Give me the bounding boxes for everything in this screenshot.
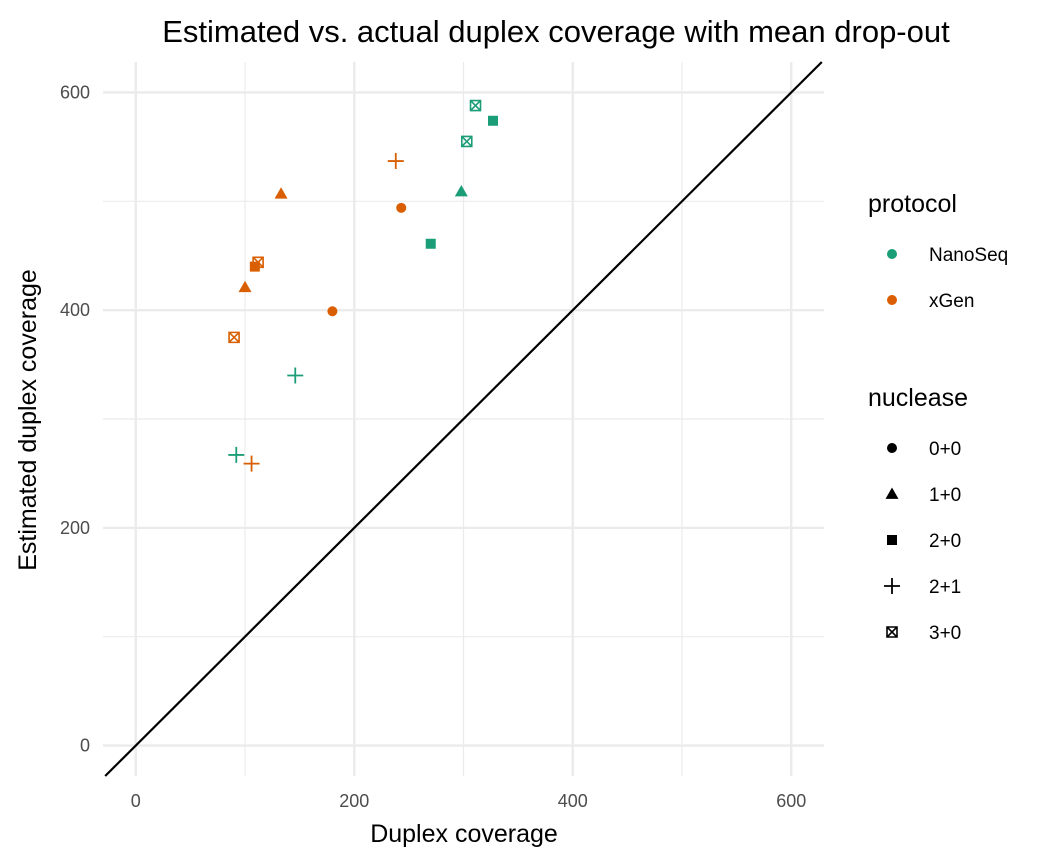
data-point-nanoseq-2-0 [487, 115, 498, 126]
legend-label-2-1: 2+1 [929, 577, 961, 598]
x-tick-label: 200 [339, 791, 369, 811]
data-point-nanoseq-2-0 [425, 238, 436, 249]
legend-label-3-0: 3+0 [929, 623, 961, 644]
legend-label-1-0: 1+0 [929, 485, 961, 506]
legend-title-nuclease: nuclease [868, 384, 968, 412]
data-point-nanoseq-1-0 [454, 185, 468, 197]
data-point-nanoseq-3-0 [460, 135, 473, 148]
data-point-xgen-3-0 [252, 256, 264, 269]
legend-key-0-0 [887, 443, 897, 453]
y-axis-title: Estimated duplex coverage [14, 269, 42, 571]
legend-key-xgen [887, 295, 897, 305]
legend-key-2-0 [887, 535, 897, 545]
legend: protocol NanoSeq xGen nuclease 0+0 1+0 2+0 2+1 3… [868, 190, 1008, 644]
tick-labels: 0 200 400 600 0 200 400 600 [60, 82, 806, 811]
legend-key-3-0 [886, 626, 898, 638]
data-point-xgen-2-1 [387, 153, 404, 170]
data-point-xgen-1-0 [238, 280, 252, 293]
x-axis-title: Duplex coverage [370, 820, 558, 848]
data-point-xgen-2-1 [243, 455, 260, 472]
x-tick-label: 600 [776, 791, 806, 811]
legend-label-nanoseq: NanoSeq [929, 245, 1008, 266]
data-point-xgen-0-0 [327, 306, 338, 317]
data-points [228, 99, 498, 472]
data-point-xgen-3-0 [228, 331, 240, 344]
y-tick-label: 600 [60, 82, 90, 102]
legend-label-2-0: 2+0 [929, 531, 961, 552]
legend-label-xgen: xGen [929, 291, 974, 312]
y-tick-label: 0 [80, 736, 90, 756]
chart-title: Estimated vs. actual duplex coverage wit… [162, 14, 950, 49]
grid [103, 62, 824, 776]
x-tick-label: 400 [558, 791, 588, 811]
legend-key-nanoseq [887, 249, 897, 259]
legend-title-protocol: protocol [868, 190, 957, 218]
x-tick-label: 0 [131, 791, 141, 811]
data-point-nanoseq-3-0 [469, 99, 482, 112]
reference-line [104, 61, 823, 777]
legend-key-2-1 [884, 578, 900, 594]
y-tick-label: 400 [60, 300, 90, 320]
y-tick-label: 200 [60, 518, 90, 538]
legend-key-1-0 [885, 487, 899, 499]
data-point-xgen-0-0 [396, 202, 407, 213]
reference-line-layer [104, 61, 823, 777]
data-point-nanoseq-2-1 [287, 367, 304, 384]
data-point-nanoseq-2-1 [228, 446, 245, 463]
data-point-xgen-1-0 [274, 187, 288, 199]
legend-label-0-0: 0+0 [929, 439, 961, 460]
